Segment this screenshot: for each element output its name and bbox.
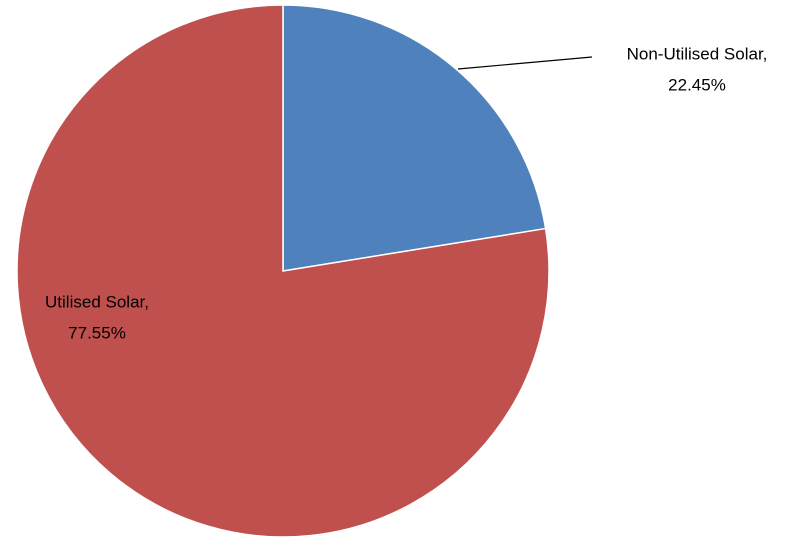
pie-slice — [282, 4, 547, 272]
data-label-category: Utilised Solar, — [45, 292, 149, 311]
pie-slice — [16, 4, 550, 538]
leader-line — [457, 56, 593, 70]
data-label-value: 22.45% — [668, 75, 726, 94]
data-label-category: Non-Utilised Solar, — [627, 44, 768, 63]
data-label-value: 77.55% — [68, 323, 126, 342]
